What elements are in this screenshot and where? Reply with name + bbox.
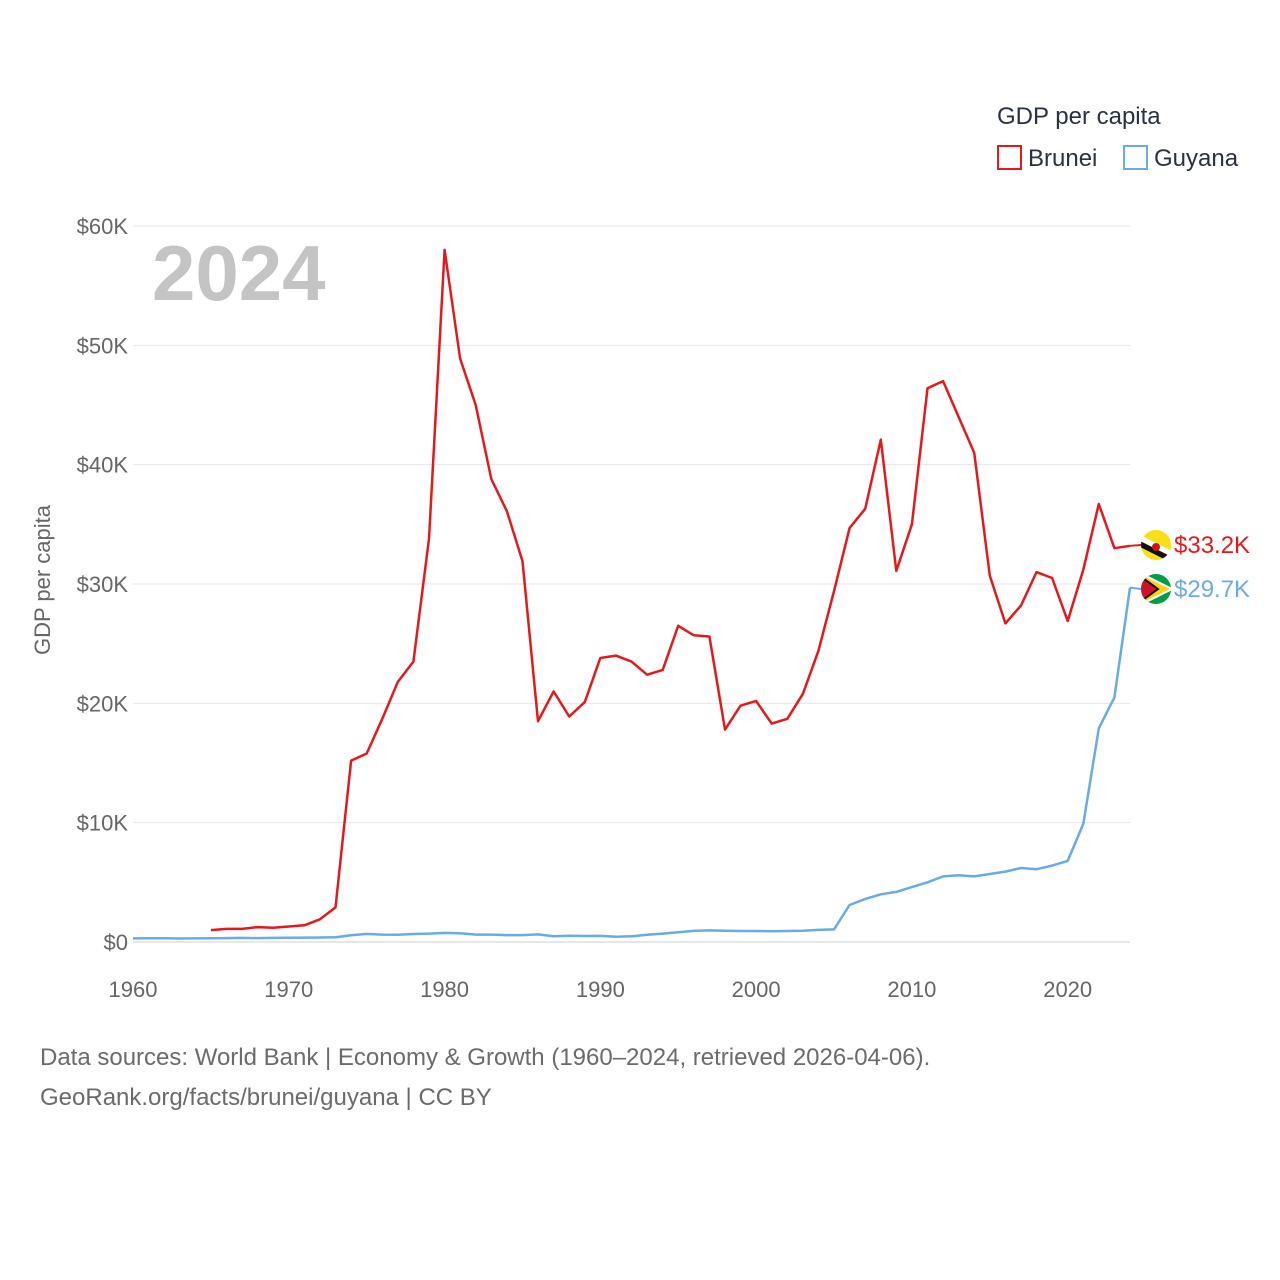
x-tick-label: 2010 [887,977,936,1002]
legend-swatch-guyana[interactable] [1123,145,1148,170]
brunei-flag-icon [1141,530,1171,560]
legend-swatch-brunei[interactable] [997,145,1022,170]
legend: GDP per capita Brunei Guyana [997,103,1239,172]
guyana-end-value-label: $29.7K [1174,576,1250,603]
series-line-brunei [210,248,1131,932]
x-axis-ticks: 1960 1970 1980 1990 2000 2010 2020 [109,977,1093,1002]
y-tick-label: $30K [77,572,129,597]
x-tick-label: 1990 [576,977,625,1002]
y-axis-title: GDP per capita [30,504,55,655]
legend-label-guyana[interactable]: Guyana [1154,145,1239,172]
brunei-end-value-label: $33.2K [1174,532,1250,559]
footer-attribution[interactable]: GeoRank.org/facts/brunei/guyana | CC BY [40,1084,492,1111]
y-tick-label: $10K [77,811,129,836]
current-year-watermark: 2024 [152,229,326,317]
footer-data-sources: Data sources: World Bank | Economy & Gro… [40,1044,931,1071]
end-connector-brunei [1129,544,1142,547]
guyana-flag-icon [1141,574,1171,604]
gridlines [133,225,1130,943]
series-line-guyana [132,587,1132,940]
legend-title: GDP per capita [997,103,1161,130]
legend-label-brunei[interactable]: Brunei [1028,145,1097,172]
y-tick-label: $50K [77,333,129,358]
end-connector-guyana [1129,586,1142,590]
y-tick-label: $60K [77,214,129,239]
series-lines [132,248,1142,940]
x-tick-label: 1970 [264,977,313,1002]
y-tick-label: $0 [104,930,128,955]
y-axis-ticks: $0 $10K $20K $30K $40K $50K $60K [77,214,129,955]
x-tick-label: 2000 [732,977,781,1002]
x-tick-label: 2020 [1043,977,1092,1002]
y-tick-label: $40K [77,453,129,478]
x-tick-label: 1960 [109,977,158,1002]
x-tick-label: 1980 [420,977,469,1002]
y-tick-label: $20K [77,691,129,716]
